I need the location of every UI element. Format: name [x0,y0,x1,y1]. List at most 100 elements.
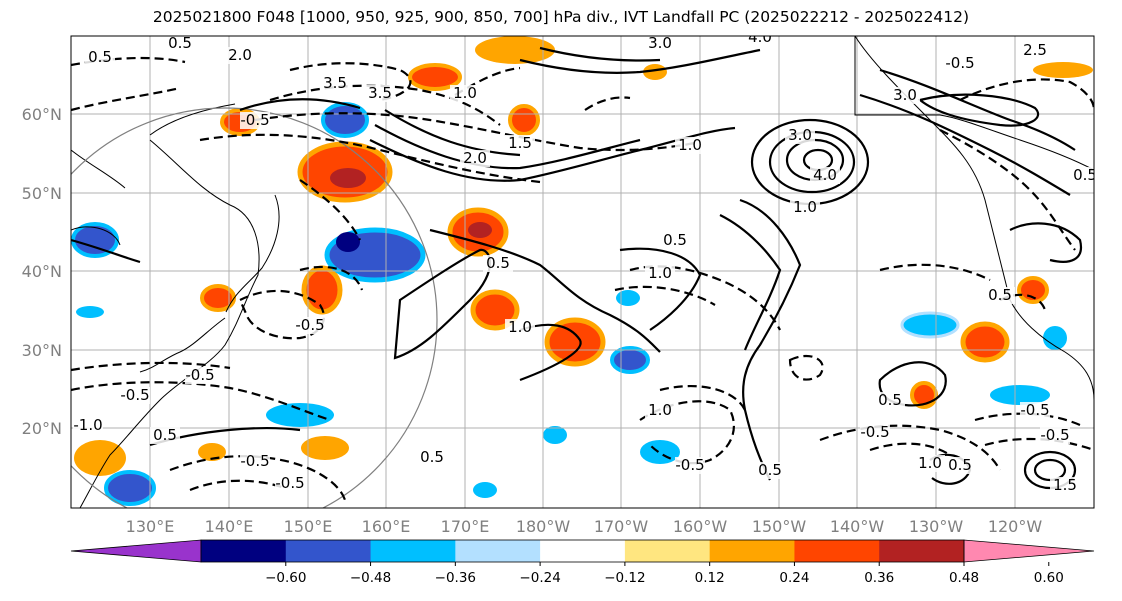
contour-label-bg [450,85,480,102]
contour-label: 1.5 [1053,476,1077,494]
contour-label: -0.5 [295,316,324,334]
lon-tick-label: 170°W [594,517,649,536]
latitude-tick-labels: 60°N 50°N 40°N 30°N 20°N [22,105,62,438]
contour-label: 1.0 [508,318,532,336]
colorbar-outline [200,539,965,563]
contour-label-bg [945,457,975,474]
contour-label-bg [660,232,690,249]
contour-label-bg [1050,477,1080,494]
contour-label: 0.5 [486,254,510,272]
contour-label: -0.5 [240,452,269,470]
contour-label-bg [185,367,215,384]
colorbar-segment [794,540,880,562]
colorbar-segment [455,540,541,562]
contour-label: 0.5 [153,426,177,444]
colorbar-segment [285,540,372,562]
contour-label-bg [945,55,975,72]
contour-label-bg [295,317,325,334]
contour-label: 1.0 [453,84,477,102]
colorbar-segment [624,540,711,562]
contour-label: 3.0 [788,126,812,144]
contour-label-bg [320,75,350,92]
colorbar-tick-label: 0.48 [949,570,979,586]
contour-label-bg [1040,427,1070,444]
contour-label-bg [1020,402,1050,419]
contour-label: 0.5 [88,48,112,66]
contour-label-bg [860,424,890,441]
contour-label: -0.5 [120,386,149,404]
lon-tick-label: 140°E [205,517,254,536]
contour-label: 2.0 [228,46,252,64]
contour-label: 0.5 [988,286,1012,304]
contour-label-bg [1070,167,1094,184]
colorbar-segment [370,540,456,562]
contour-label: 2.5 [1023,41,1047,59]
lon-tick-label: 150°W [752,517,807,536]
contour-label: 1.5 [508,134,532,152]
contour-label-bg [240,112,270,129]
colorbar-tick-label: 0.24 [779,570,809,586]
contour-label: -0.5 [1040,426,1069,444]
colorbar-tick-label: 0.36 [864,570,894,586]
contour-label-bg [73,417,103,434]
contour-label-bg [85,49,115,66]
contour-label: 4.0 [748,28,772,46]
contour-label: 1.0 [648,401,672,419]
colorbar-tick-label: −0.24 [519,570,560,586]
lon-tick-label: 170°E [441,517,490,536]
contour-label: -0.5 [185,366,214,384]
contour-label-bg [675,137,705,154]
contour-label: 3.5 [368,84,392,102]
contour-label-bg [483,255,513,272]
contour-label: 0.5 [168,34,192,52]
lon-tick-label: 160°W [673,517,728,536]
reference-circle [71,107,438,508]
contour-label-bg [240,453,270,470]
colorbar-extend-high [963,539,1095,563]
contour-label-bg [460,150,490,167]
contour-label: 1.0 [678,136,702,154]
contour-label: 1.0 [648,264,672,282]
contour-label-bg [790,199,820,216]
colorbar-tick-label: −0.48 [350,570,391,586]
contour-label-bg [150,427,180,444]
colorbar-segment [709,540,795,562]
contour-label: -1.0 [73,416,102,434]
contour-label: 0.5 [878,391,902,409]
lon-tick-label: 160°E [362,517,411,536]
colorbar-tick-label: −0.12 [604,570,645,586]
colorbar: −0.60 −0.48 −0.36 −0.24 −0.12 0.12 0.24 0.36 0.4… [70,539,1095,586]
map-frame [70,35,1095,509]
contour-label-bg [745,36,775,46]
lon-tick-label: 130°E [126,517,175,536]
lon-tick-label: 140°W [830,517,885,536]
contour-label-bg [915,455,945,472]
contour-label-bg [275,475,305,492]
lat-tick-label: 20°N [22,419,62,438]
contour-label: -0.5 [275,474,304,492]
map-title: 2025021800 F048 [1000, 950, 925, 900, 85… [152,8,970,26]
contour-label: 2.0 [463,149,487,167]
contour-label-bg [985,287,1015,304]
contour-label: 3.5 [323,74,347,92]
contour-label-bg [120,387,150,404]
contour-label: 3.0 [648,34,672,52]
contour-label: 0.5 [663,231,687,249]
contour-label: 0.5 [948,456,972,474]
colorbar-segment [540,540,626,562]
lat-tick-label: 50°N [22,184,62,203]
contour-label-bg [1020,42,1050,59]
lat-tick-label: 30°N [22,341,62,360]
contour-label-bg [417,449,447,466]
contour-label-bg [165,36,195,52]
contour-label: 0.5 [420,448,444,466]
contour-label-bg [505,135,535,152]
lon-tick-label: 130°W [909,517,964,536]
contour-label-bg [225,47,255,64]
colorbar-tick-label: 0.12 [695,570,725,586]
map-plot-area [71,36,1094,508]
contour-label: -0.5 [945,54,974,72]
contour-label-bg [875,392,905,409]
contour-label-bg [645,36,675,52]
contour-label-bg [505,319,535,336]
